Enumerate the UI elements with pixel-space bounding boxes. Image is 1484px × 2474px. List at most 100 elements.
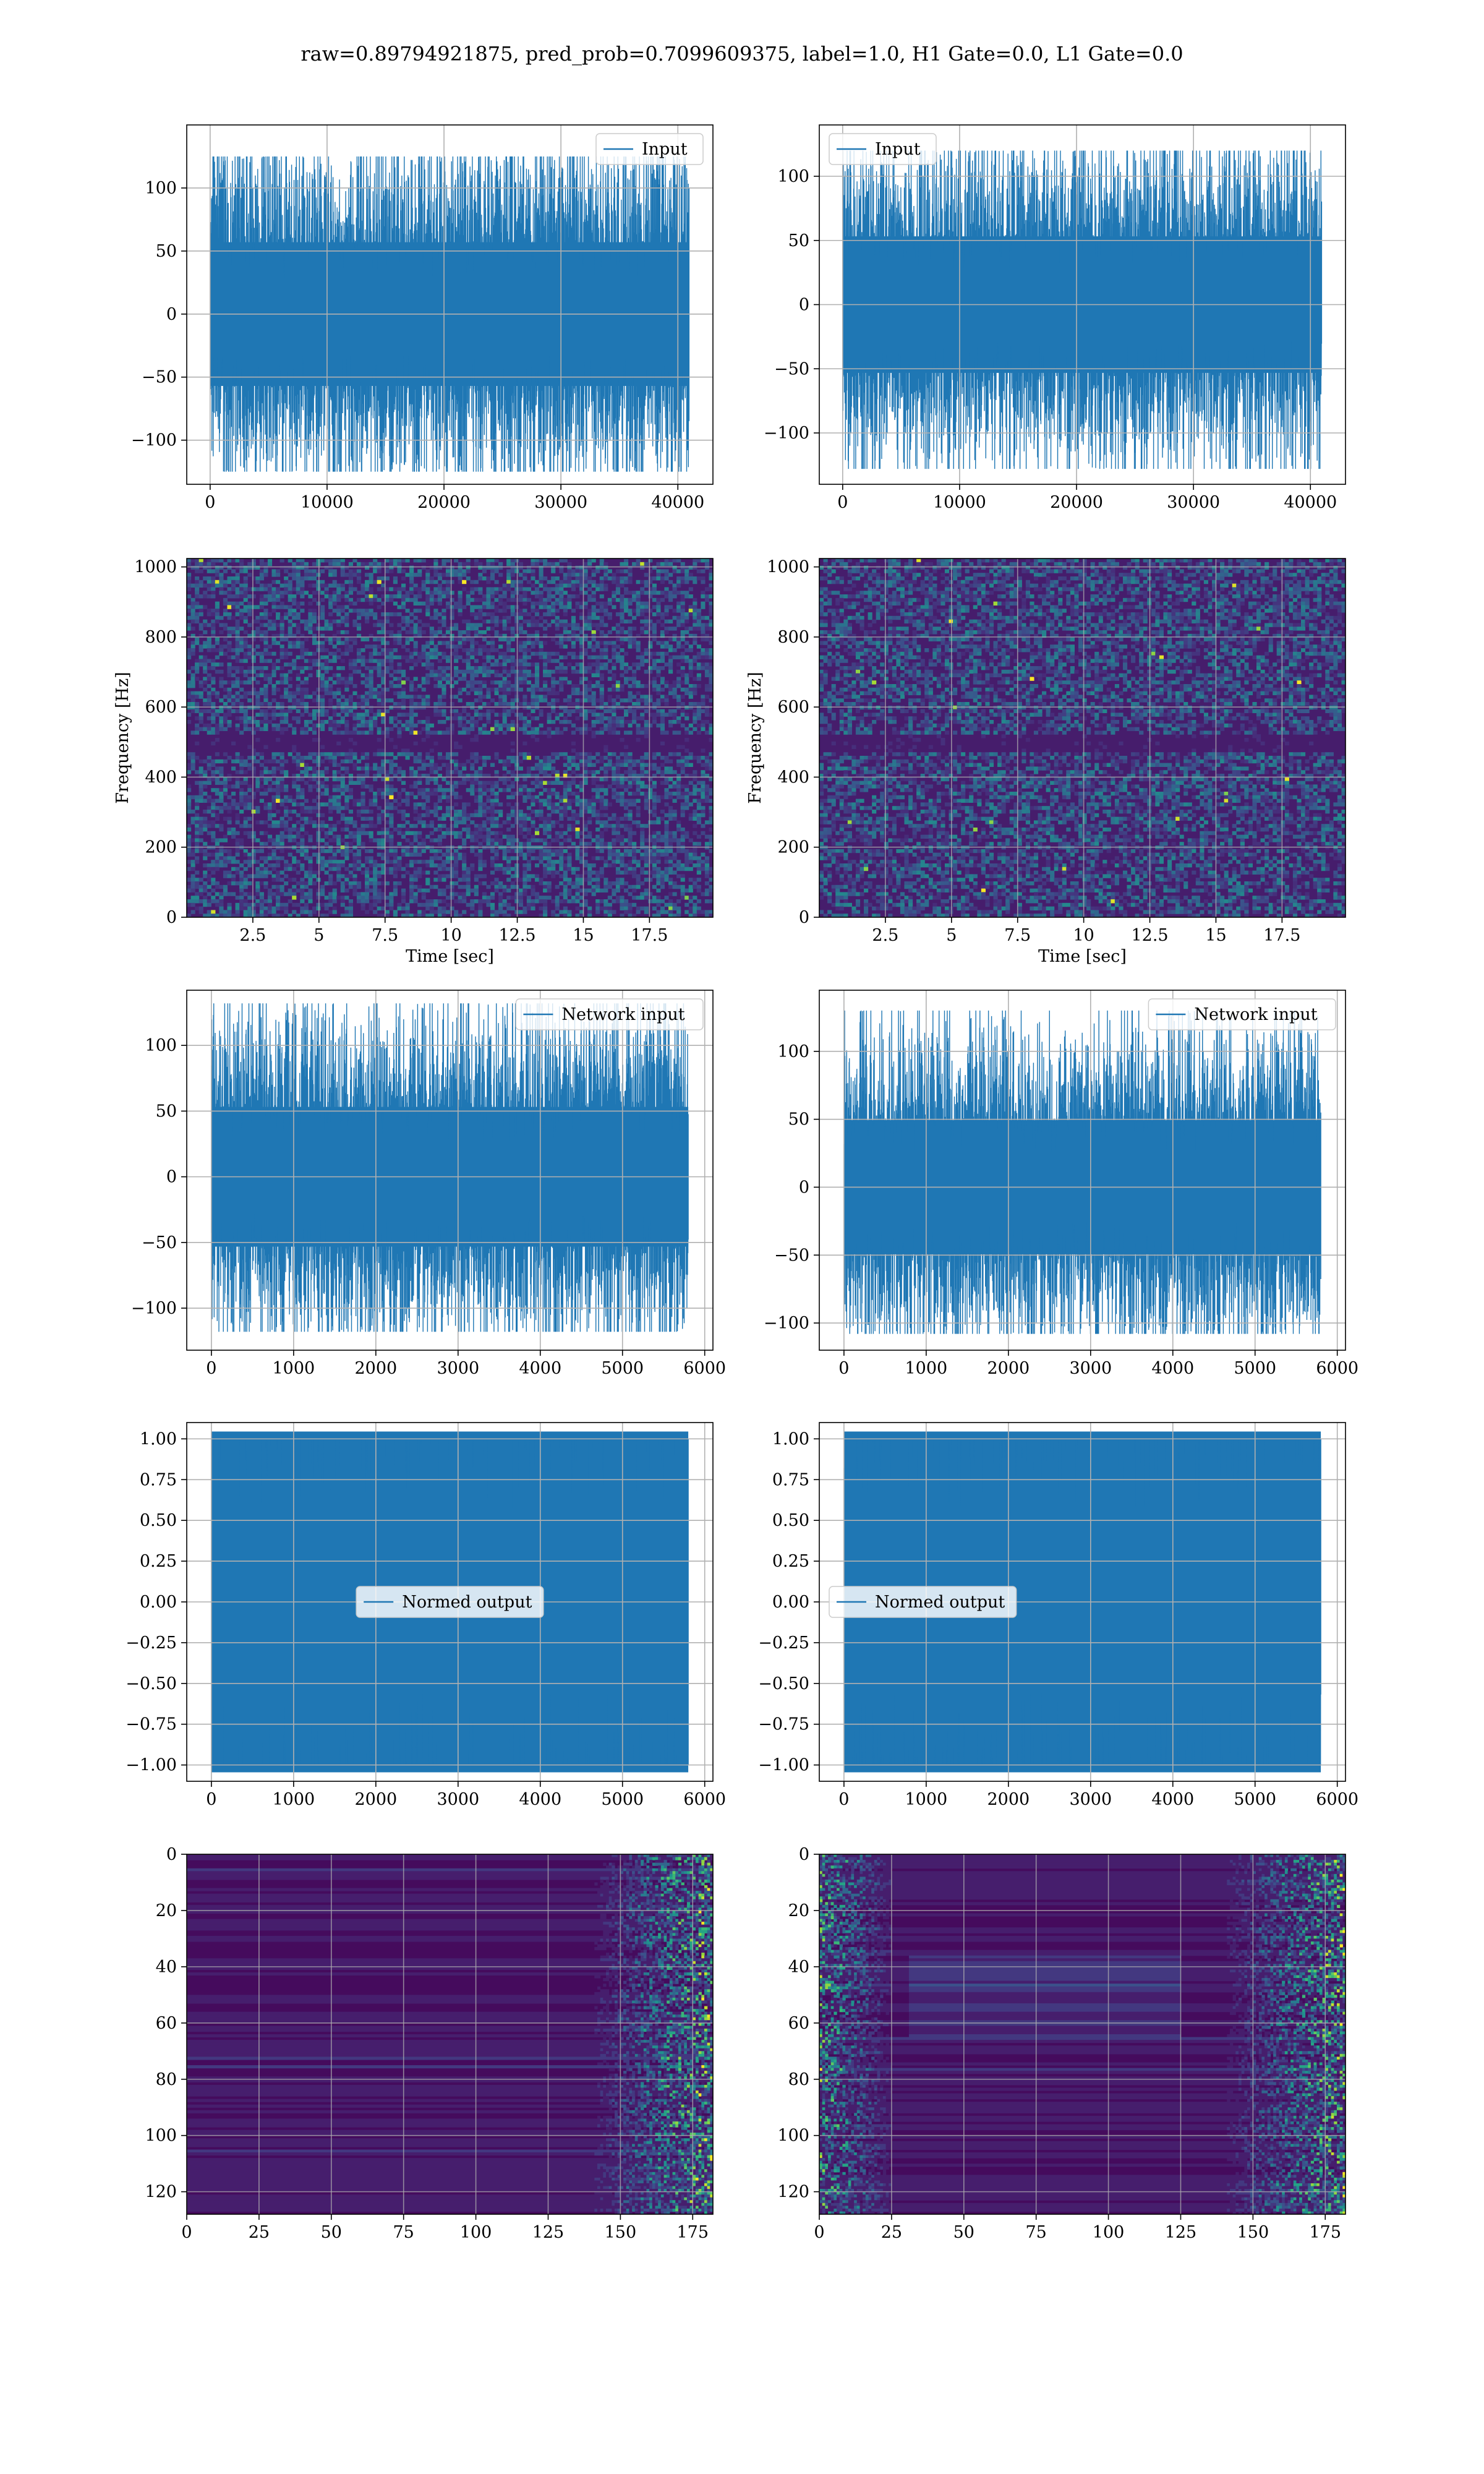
heatmap-cell [259, 914, 264, 917]
heatmap-cell [328, 896, 333, 900]
heatmap-cell [203, 662, 208, 667]
heatmap-cell [308, 863, 313, 868]
heatmap-cell [405, 756, 410, 760]
heatmap-cell [324, 691, 329, 695]
heatmap-cell [389, 788, 394, 792]
heatmap-cell [300, 594, 305, 599]
heatmap-cell [263, 874, 268, 878]
heatmap-cell [482, 810, 487, 814]
heatmap-cell [332, 655, 337, 659]
heatmap-cell [445, 673, 451, 677]
heatmap-cell [279, 820, 284, 824]
heatmap-cell [543, 763, 548, 767]
heatmap-cell [393, 637, 398, 641]
heatmap-cell [474, 627, 479, 631]
heatmap-cell [211, 716, 216, 721]
heatmap-cell [340, 888, 345, 892]
heatmap-cell [490, 788, 495, 792]
heatmap-cell [219, 770, 224, 774]
heatmap-cell [328, 623, 333, 627]
heatmap-cell [543, 673, 548, 677]
heatmap-cell [543, 852, 548, 857]
heatmap-cell [381, 914, 386, 917]
heatmap-cell [284, 648, 289, 653]
legend: Input [829, 133, 937, 165]
heatmap-cell [340, 881, 345, 886]
heatmap-cell [227, 820, 232, 824]
heatmap-cell [429, 565, 434, 570]
heatmap-cell [534, 874, 540, 878]
heatmap-cell [187, 691, 192, 695]
heatmap-cell [510, 573, 515, 577]
heatmap-cell [543, 627, 548, 631]
heatmap-cell [393, 867, 398, 871]
heatmap-cell [510, 842, 515, 846]
heatmap-cell [211, 770, 216, 774]
heatmap-cell [421, 720, 426, 724]
heatmap-cell [207, 878, 211, 882]
heatmap-cell [320, 677, 325, 681]
heatmap-cell [405, 828, 410, 832]
heatmap-cell [198, 878, 203, 882]
heatmap-cell [405, 597, 410, 602]
heatmap-cell [486, 838, 491, 842]
heatmap-cell [348, 583, 353, 588]
heatmap-cell [190, 756, 195, 760]
heatmap-cell [474, 580, 479, 584]
heatmap-cell [450, 824, 454, 828]
heatmap-cell [211, 720, 216, 724]
heatmap-cell [522, 777, 527, 782]
heatmap-cell [421, 892, 426, 896]
heatmap-cell [369, 802, 373, 807]
heatmap-cell [389, 838, 394, 842]
heatmap-cell [474, 605, 479, 609]
heatmap-cell [502, 637, 507, 641]
heatmap-cell [195, 824, 200, 828]
heatmap-cell [276, 573, 281, 577]
heatmap-cell [474, 648, 479, 653]
heatmap-cell [198, 892, 203, 896]
heatmap-cell [397, 795, 402, 800]
heatmap-cell [223, 892, 228, 896]
heatmap-cell [332, 705, 337, 710]
heatmap-cell [531, 583, 535, 588]
heatmap-cell [433, 863, 438, 868]
heatmap-cell [320, 745, 325, 749]
heatmap-cell [211, 619, 216, 623]
heatmap-cell [486, 816, 491, 821]
heatmap-cell [389, 705, 394, 710]
heatmap-cell [389, 842, 394, 846]
heatmap-cell [373, 666, 378, 670]
heatmap-cell [385, 784, 390, 789]
heatmap-cell [332, 806, 337, 810]
heatmap-cell [385, 774, 390, 778]
heatmap-cell [243, 792, 248, 796]
heatmap-cell [534, 763, 540, 767]
heatmap-cell [393, 633, 398, 638]
heatmap-cell [352, 884, 357, 889]
heatmap-cell [502, 583, 507, 588]
heatmap-cell [450, 856, 454, 860]
heatmap-cell [360, 798, 365, 803]
heatmap-cell [211, 644, 216, 649]
heatmap-cell [292, 609, 297, 613]
heatmap-cell [547, 580, 552, 584]
heatmap-cell [356, 881, 362, 886]
heatmap-cell [312, 874, 317, 878]
heatmap-cell [365, 899, 370, 904]
heatmap-cell [365, 867, 370, 871]
heatmap-cell [458, 612, 463, 617]
heatmap-cell [506, 867, 511, 871]
heatmap-cell [296, 720, 301, 724]
heatmap-cell [332, 777, 337, 782]
heatmap-cell [462, 619, 467, 623]
heatmap-cell [482, 655, 487, 659]
heatmap-cell [243, 659, 248, 663]
heatmap-cell [332, 559, 337, 563]
heatmap-cell [219, 860, 224, 864]
heatmap-cell [531, 623, 535, 627]
heatmap-cell [531, 705, 535, 710]
heatmap-cell [352, 713, 357, 717]
heatmap-cell [405, 863, 410, 868]
heatmap-cell [506, 576, 511, 581]
